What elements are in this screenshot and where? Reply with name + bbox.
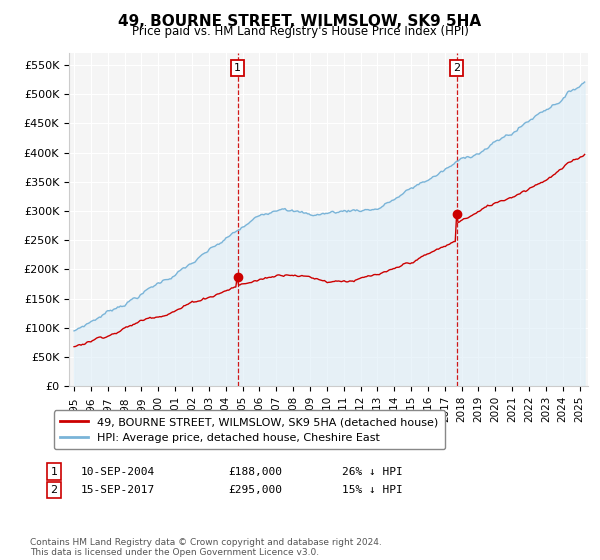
Text: 15-SEP-2017: 15-SEP-2017 (81, 485, 155, 495)
Text: Price paid vs. HM Land Registry's House Price Index (HPI): Price paid vs. HM Land Registry's House … (131, 25, 469, 38)
Text: 49, BOURNE STREET, WILMSLOW, SK9 5HA: 49, BOURNE STREET, WILMSLOW, SK9 5HA (118, 14, 482, 29)
Legend: 49, BOURNE STREET, WILMSLOW, SK9 5HA (detached house), HPI: Average price, detac: 49, BOURNE STREET, WILMSLOW, SK9 5HA (de… (53, 410, 445, 449)
Text: £188,000: £188,000 (228, 466, 282, 477)
Text: 2: 2 (50, 485, 58, 495)
Text: Contains HM Land Registry data © Crown copyright and database right 2024.
This d: Contains HM Land Registry data © Crown c… (30, 538, 382, 557)
Text: 2: 2 (453, 63, 460, 73)
Text: 26% ↓ HPI: 26% ↓ HPI (342, 466, 403, 477)
Text: 15% ↓ HPI: 15% ↓ HPI (342, 485, 403, 495)
Text: £295,000: £295,000 (228, 485, 282, 495)
Text: 1: 1 (234, 63, 241, 73)
Text: 1: 1 (50, 466, 58, 477)
Text: 10-SEP-2004: 10-SEP-2004 (81, 466, 155, 477)
